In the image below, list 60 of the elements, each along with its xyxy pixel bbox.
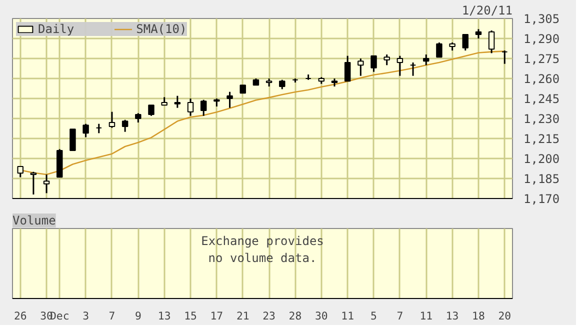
candlestick (488, 30, 495, 54)
y-tick-label: 1,200 (524, 152, 560, 166)
candlestick (462, 34, 468, 52)
candlestick (358, 58, 364, 77)
y-tick-label: 1,170 (524, 192, 560, 206)
candlestick (410, 62, 416, 77)
category-label: 23 (262, 310, 276, 322)
category-label: 30 (314, 310, 328, 322)
candlestick (70, 128, 76, 151)
y-tick-label: 1,275 (524, 52, 560, 66)
candlestick (43, 174, 50, 194)
candlestick (17, 166, 24, 178)
category-label: 11 (341, 310, 354, 322)
category-label: 7 (396, 310, 404, 322)
candlestick (200, 99, 207, 117)
category-label: 11 (420, 310, 433, 322)
candlestick (82, 123, 89, 138)
candlestick (502, 50, 508, 65)
y-tick-label: 1,245 (524, 92, 560, 106)
category-label: 13 (446, 310, 459, 322)
category-label: 5 (370, 310, 377, 322)
legend-label: Daily (38, 22, 74, 36)
candlestick (96, 123, 102, 134)
candlestick (370, 55, 377, 73)
text: Exchange provides no volume data. (201, 234, 324, 265)
candlestick (475, 28, 482, 40)
category-label: 20 (498, 310, 512, 322)
category-label: 28 (288, 310, 302, 322)
category-label: 9 (134, 310, 142, 322)
candlestick (422, 54, 430, 66)
y-tick-label: 1,305 (524, 12, 560, 26)
y-tick-label: 1,290 (524, 32, 560, 46)
y-tick-label: 1,215 (524, 132, 560, 146)
chart-subtitle: 1/20/11 (462, 4, 513, 18)
candlestick (384, 54, 390, 66)
candlestick (30, 171, 37, 196)
category-label: 3 (82, 310, 90, 322)
category-label: 18 (472, 310, 485, 322)
legend-label: SMA(10) (136, 22, 187, 36)
candlestick (187, 98, 194, 117)
category-label: 17 (210, 310, 224, 322)
candlestick (279, 79, 286, 90)
candlestick (148, 104, 154, 117)
y-tick-label: 1,230 (524, 112, 560, 126)
candlestick (344, 55, 351, 82)
candlestick (122, 119, 128, 133)
category-label: 7 (108, 310, 116, 322)
candlestick (396, 55, 404, 77)
candlestick (226, 91, 233, 109)
candlestick (135, 112, 142, 124)
text: Volume (12, 214, 56, 228)
candlestick (174, 95, 181, 109)
category-label: 21 (236, 310, 250, 322)
category-label: 15 (184, 310, 197, 322)
y-tick-label: 1,185 (524, 172, 560, 186)
y-tick-label: 1,260 (524, 72, 560, 86)
category-label: 13 (158, 310, 171, 322)
candlestick (436, 42, 442, 58)
candlestick (108, 111, 116, 129)
category-label: 26 (14, 310, 27, 322)
